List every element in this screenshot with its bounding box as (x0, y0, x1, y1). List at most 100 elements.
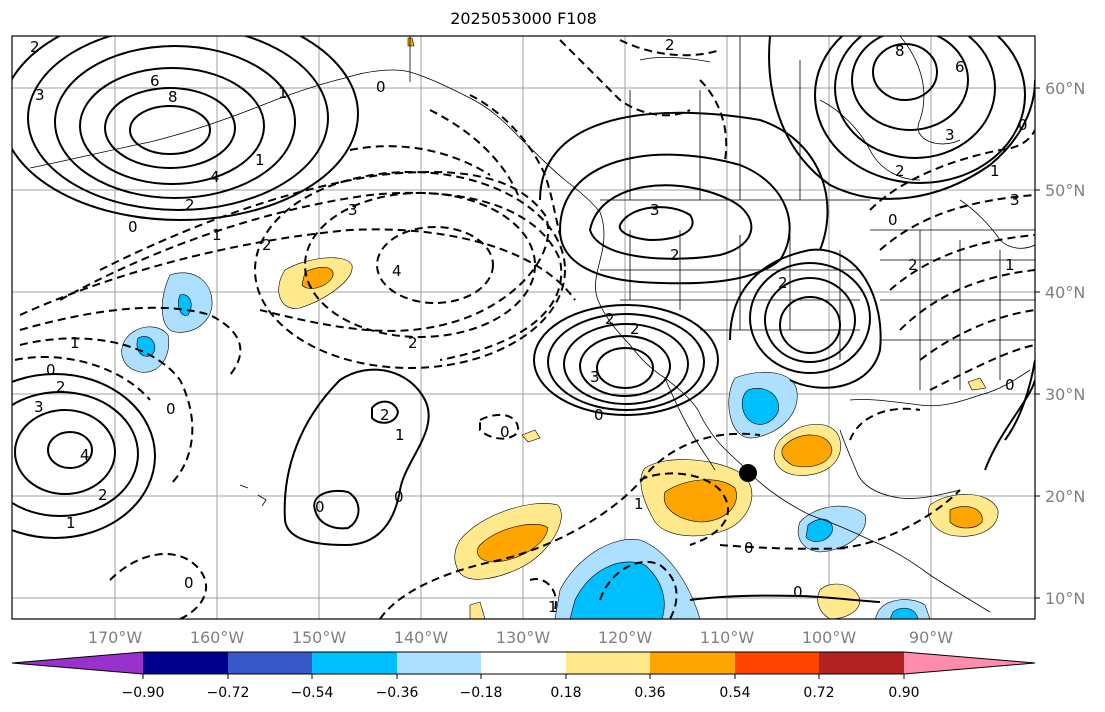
latitude-labels: 60°N 50°N 40°N 30°N 20°N 10°N (1045, 79, 1085, 608)
colorbar-tick-labels: −0.90 −0.72 −0.54 −0.36 −0.18 0.18 0.36 … (122, 685, 920, 701)
lat-label: 60°N (1045, 79, 1085, 98)
coastlines (29, 36, 1035, 613)
colorbar-tick-label: 0.18 (550, 685, 581, 701)
contour-label: 2 (605, 310, 615, 328)
contour-label: 3 (650, 201, 660, 219)
contour-label: 3 (945, 126, 955, 144)
colorbar-tick-label: 0.72 (803, 685, 834, 701)
colorbar: −0.90 −0.72 −0.54 −0.36 −0.18 0.18 0.36 … (11, 651, 1036, 701)
map-frame (11, 35, 1036, 620)
colorbar-extend-min (12, 652, 143, 674)
contour-label: 1 (548, 598, 558, 616)
contour-label: 0 (594, 406, 604, 424)
map-title: 2025053000 F108 (450, 9, 597, 28)
contour-label: 0 (46, 361, 56, 379)
contour-label: 0 (744, 539, 754, 557)
contour-label: 0 (315, 498, 325, 516)
anomaly-fills (121, 37, 999, 619)
lon-label: 150°W (292, 628, 347, 647)
location-marker (739, 464, 757, 482)
lon-label: 140°W (394, 628, 449, 647)
contour-label: 4 (392, 262, 402, 280)
longitude-labels: 170°W 160°W 150°W 140°W 130°W 120°W 110°… (88, 628, 953, 647)
lat-label: 20°N (1045, 487, 1085, 506)
colorbar-segment (819, 652, 904, 674)
contour-label: 8 (895, 42, 905, 60)
contour-label: 3 (1010, 191, 1020, 209)
contour-labels: 6 8 3 4 2 0 1 3 2 1 4 2 1 0 2 2 1 0 0 0 … (30, 36, 1028, 616)
contour-label: 1 (212, 226, 222, 244)
contour-label: 0 (184, 574, 194, 592)
colorbar-segment (481, 652, 566, 674)
contour-label: 0 (376, 78, 386, 96)
colorbar-tick-label: 0.36 (634, 685, 665, 701)
contour-label: 2 (908, 256, 918, 274)
contour-label: 1 (278, 84, 288, 102)
colorbar-extend-max (904, 652, 1035, 674)
contour-label: 0 (500, 423, 510, 441)
contour-label: 2 (30, 38, 40, 56)
colorbar-segment (650, 652, 735, 674)
contour-label: 2 (665, 36, 675, 54)
contour-label: 4 (80, 446, 90, 464)
contour-label: 1 (990, 162, 1000, 180)
colorbar-tick-label: 0.90 (888, 685, 919, 701)
colorbar-tick-label: −0.36 (376, 685, 419, 701)
colorbar-tick-label: −0.54 (291, 685, 334, 701)
map-plot-area: 6 8 3 4 2 0 1 3 2 1 4 2 1 0 2 2 1 0 0 0 … (12, 36, 1035, 619)
colorbar-segment (228, 652, 312, 674)
contour-label: 2 (895, 162, 905, 180)
contour-label: 0 (166, 400, 176, 418)
lon-label: 100°W (802, 628, 857, 647)
contour-label: 2 (56, 378, 66, 396)
colorbar-tick-label: −0.90 (122, 685, 165, 701)
contour-label: 0 (1005, 376, 1015, 394)
contour-label: 3 (34, 398, 44, 416)
contour-label: 6 (150, 72, 160, 90)
contour-label: 3 (348, 201, 358, 219)
lon-label: 160°W (190, 628, 245, 647)
colorbar-segment (143, 652, 228, 674)
contour-label: 2 (98, 486, 108, 504)
lon-label: 110°W (700, 628, 755, 647)
colorbar-tick-label: −0.72 (207, 685, 250, 701)
lon-label: 170°W (88, 628, 143, 647)
contour-label: 1 (395, 426, 405, 444)
contour-label: 3 (590, 368, 600, 386)
lat-label: 50°N (1045, 181, 1085, 200)
contour-label: 1 (634, 495, 644, 513)
colorbar-segment (566, 652, 650, 674)
contour-label: 1 (255, 151, 265, 169)
contour-label: 2 (185, 196, 195, 214)
contour-label: 2 (262, 236, 272, 254)
contour-label: 4 (210, 168, 220, 186)
colorbar-segment (397, 652, 481, 674)
contour-label: 2 (630, 320, 640, 338)
contour-label: 1 (70, 334, 80, 352)
colorbar-tick-label: 0.54 (719, 685, 750, 701)
lat-label: 40°N (1045, 283, 1085, 302)
contour-label: 0 (1018, 116, 1028, 134)
contour-label: 8 (168, 88, 178, 106)
contour-label: 0 (888, 211, 898, 229)
solid-contours (12, 36, 1035, 603)
dashed-contours (14, 39, 1035, 619)
contour-label: 2 (408, 334, 418, 352)
lat-ticks (1035, 87, 1040, 599)
contour-label: 2 (778, 274, 788, 292)
lon-label: 90°W (909, 628, 953, 647)
lon-label: 120°W (598, 628, 653, 647)
contour-label: 0 (128, 218, 138, 236)
lat-label: 30°N (1045, 385, 1085, 404)
contour-label: 1 (66, 514, 76, 532)
contour-label: 3 (35, 86, 45, 104)
contour-label: 2 (670, 246, 680, 264)
lon-label: 130°W (496, 628, 551, 647)
colorbar-tick-label: −0.18 (460, 685, 503, 701)
contour-label: 6 (955, 58, 965, 76)
contour-label: 2 (380, 406, 390, 424)
colorbar-segment (312, 652, 397, 674)
colorbar-segment (735, 652, 819, 674)
contour-label: 1 (1005, 256, 1015, 274)
lat-label: 10°N (1045, 589, 1085, 608)
